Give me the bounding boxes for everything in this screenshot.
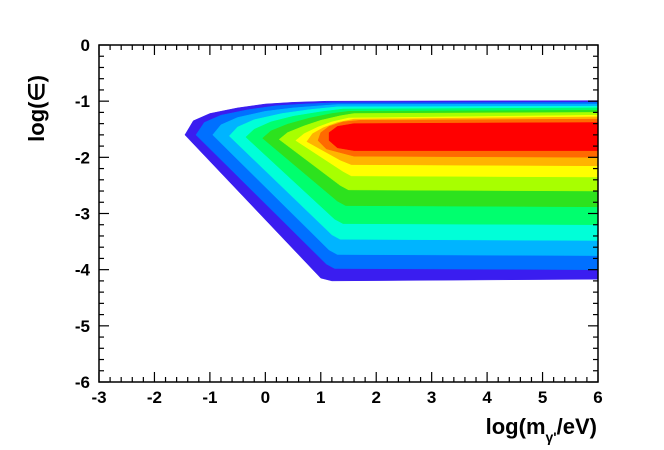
x-tick-label: 6: [593, 388, 602, 407]
x-tick-label: -3: [91, 388, 106, 407]
x-tick-label: -1: [202, 388, 217, 407]
x-tick-label: 5: [538, 388, 547, 407]
y-tick-label: -1: [75, 92, 90, 111]
tick-label-layer: -3 -2 -1 0 1 2 3 4 5 6 0 -1 -2 -3 -4 -5 -6: [75, 36, 603, 407]
y-tick-label: -4: [75, 261, 91, 280]
y-tick-label: 0: [81, 36, 90, 55]
x-tick-label: 1: [316, 388, 325, 407]
x-axis-title-subscript: γ': [546, 429, 557, 445]
y-tick-label: -5: [75, 317, 90, 336]
tick-layer: [98, 44, 599, 383]
contour-layer: [184, 100, 598, 282]
y-tick-label: -3: [75, 205, 90, 224]
x-tick-label: 2: [371, 388, 380, 407]
y-tick-label: -2: [75, 148, 90, 167]
contour-level-11: [328, 122, 598, 151]
x-tick-label: 4: [482, 388, 492, 407]
x-axis-title: log(mγ'/eV): [486, 414, 597, 445]
x-tick-label: 0: [261, 388, 270, 407]
x-axis-title-prefix: log(m: [486, 414, 546, 439]
y-axis-title: log(∈): [24, 75, 49, 142]
y-tick-label: -6: [75, 373, 90, 392]
x-axis-title-suffix: /eV): [557, 414, 597, 439]
x-tick-label: 3: [427, 388, 436, 407]
x-tick-label: -2: [147, 388, 162, 407]
